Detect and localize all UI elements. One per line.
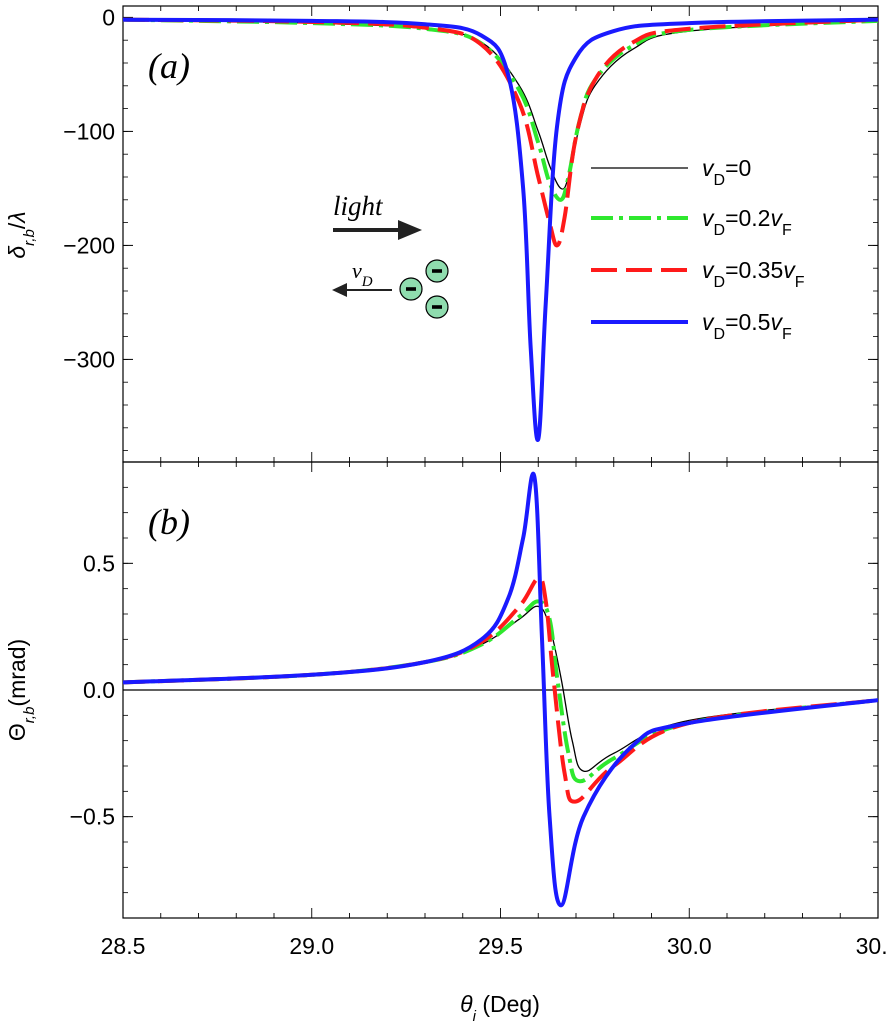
minus-sign	[432, 305, 442, 309]
y-tick-label: −0.5	[70, 804, 115, 830]
series-line	[123, 19, 878, 190]
x-tick-label: 30.5	[856, 933, 887, 959]
minus-sign	[432, 269, 442, 273]
y-tick-label: −200	[63, 232, 115, 258]
series-group	[123, 17, 878, 442]
x-tick-label: 29.0	[289, 933, 334, 959]
panel-b: 0.5 0.0 −0.5 28.5 29.0 29.5 30.0 30.5 (b)	[70, 461, 887, 959]
axis-labels: δr,b/λ Θr,b(mrad) θi (Deg)	[4, 211, 540, 1024]
y-axis-label-b: Θr,b(mrad)	[4, 639, 38, 741]
panel-label: (b)	[148, 502, 190, 542]
drift-arrow-head	[332, 283, 347, 297]
y-tick-label: 0.5	[83, 550, 115, 576]
series-line	[123, 17, 878, 248]
series-line	[123, 17, 878, 442]
drift-label: vD	[352, 258, 373, 290]
series-group	[123, 471, 878, 908]
legend-entry: vD=0	[702, 155, 751, 189]
x-axis-label: θi (Deg)	[460, 991, 540, 1025]
legend-entry: vD=0.2vF	[702, 205, 792, 239]
series-line	[123, 17, 878, 202]
legend-entry: vD=0.5vF	[702, 309, 792, 343]
series-line	[123, 471, 878, 908]
light-arrow-head	[398, 220, 422, 240]
panel-a: 0−100−200−300(a)vD=0vD=0.2vFvD=0.35vFvD=…	[63, 4, 879, 463]
panel-label: (a)	[148, 46, 190, 86]
legend-entry: vD=0.35vF	[702, 257, 805, 291]
y-tick-label: 0.0	[83, 677, 115, 703]
y-axis-label-a: δr,b/λ	[4, 211, 38, 258]
light-label: light	[333, 191, 384, 221]
x-tick-label: 30.0	[667, 933, 712, 959]
y-tick-label: −300	[63, 346, 115, 372]
inset-illustration: light vD	[332, 191, 449, 319]
y-tick-label: −100	[63, 118, 115, 144]
x-tick-label: 28.5	[101, 933, 146, 959]
minus-sign	[406, 287, 416, 291]
x-tick-label: 29.5	[478, 933, 523, 959]
y-tick-label: 0	[102, 4, 115, 30]
plot-frame	[122, 5, 879, 463]
legend: vD=0 vD=0.2vF vD=0.35vF vD=0.5vF	[591, 155, 805, 343]
